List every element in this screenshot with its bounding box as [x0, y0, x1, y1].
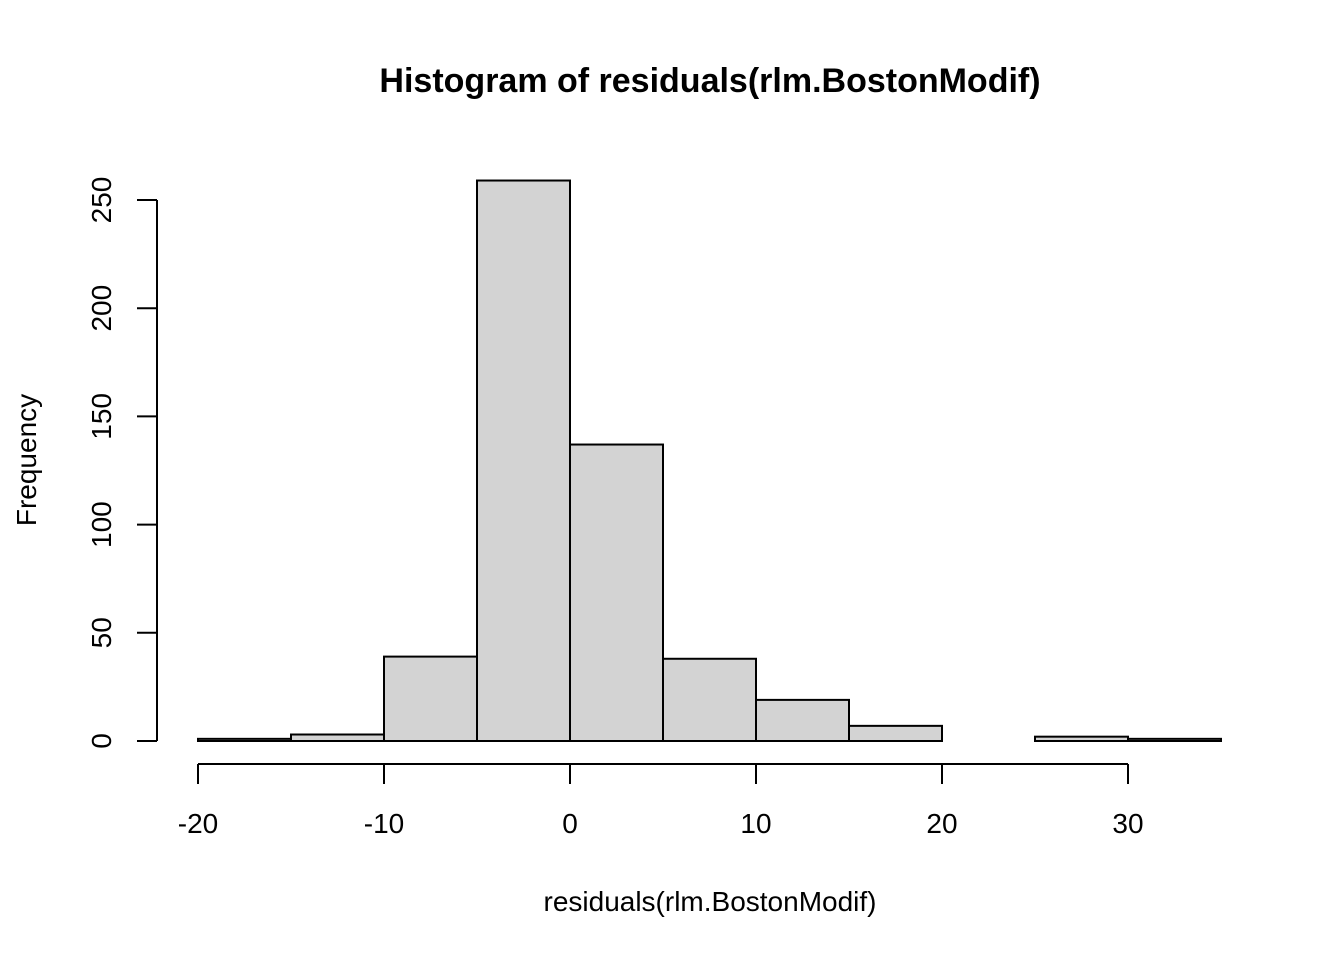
x-tick-label: 10	[740, 808, 771, 839]
y-tick-label: 50	[86, 617, 117, 648]
y-tick-label: 250	[86, 177, 117, 224]
y-tick-label: 150	[86, 393, 117, 440]
y-tick-label: 0	[86, 733, 117, 749]
histogram-bar	[755, 698, 850, 742]
x-tick-label: 30	[1112, 808, 1143, 839]
histogram-bar	[1034, 735, 1129, 742]
histogram-bar	[662, 657, 757, 743]
x-tick-label: 20	[926, 808, 957, 839]
y-axis-label: Frequency	[11, 394, 42, 526]
histogram-bar	[569, 443, 664, 742]
bars-group	[197, 179, 1222, 743]
y-axis: 0 50 100 150 200 250	[86, 177, 158, 749]
histogram-bar	[476, 179, 571, 743]
histogram-bar	[1127, 737, 1222, 742]
x-axis: -20 -10 0 10 20 30	[178, 763, 1144, 839]
histogram-bar	[197, 737, 292, 742]
x-axis-label: residuals(rlm.BostonModif)	[544, 886, 877, 917]
histogram-bar	[290, 733, 385, 742]
y-tick-label: 200	[86, 285, 117, 332]
x-tick-label: -10	[364, 808, 404, 839]
histogram-bar	[848, 724, 943, 742]
chart-title: Histogram of residuals(rlm.BostonModif)	[379, 62, 1040, 100]
y-tick-label: 100	[86, 501, 117, 548]
histogram-bar	[383, 655, 478, 742]
x-tick-label: -20	[178, 808, 218, 839]
x-tick-label: 0	[562, 808, 578, 839]
